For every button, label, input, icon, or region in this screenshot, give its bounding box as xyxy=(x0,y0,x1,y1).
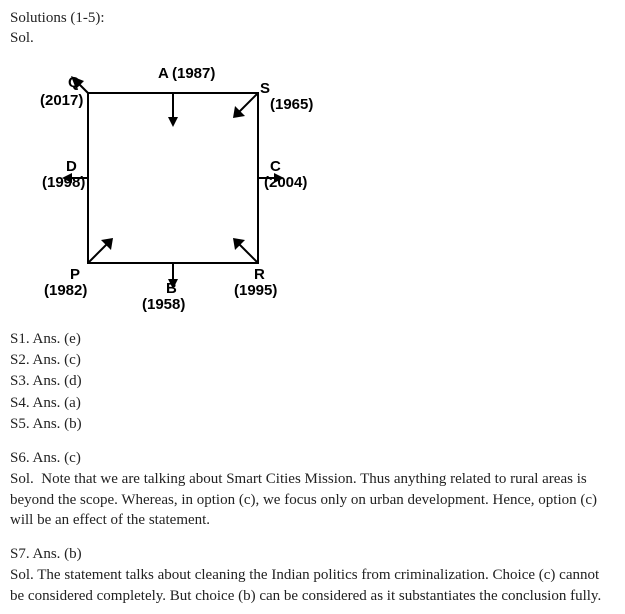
s6-sol-prefix: Sol. xyxy=(10,471,34,487)
year-q: (2017) xyxy=(40,92,83,109)
solution-s6: S6. Ans. (c) Sol. Note that we are talki… xyxy=(10,448,615,530)
answer-s5: S5. Ans. (b) xyxy=(10,414,615,434)
s7-sol-text: The statement talks about cleaning the I… xyxy=(10,567,601,603)
year-d: (1998) xyxy=(42,174,85,191)
label-c: C xyxy=(270,158,281,175)
year-s: (1965) xyxy=(270,96,313,113)
year-p: (1982) xyxy=(44,282,87,299)
year-b: (1958) xyxy=(142,296,185,313)
s7-sol-prefix: Sol. xyxy=(10,567,34,583)
label-s: S xyxy=(260,80,270,97)
arrowhead-a xyxy=(168,117,178,127)
seating-diagram: A (1987) S (1965) Q (2017) D (1998) C (2… xyxy=(38,53,615,321)
label-d: D xyxy=(66,158,77,175)
label-r: R xyxy=(254,266,265,283)
year-c: (2004) xyxy=(264,174,307,191)
diagram-svg: A (1987) S (1965) Q (2017) D (1998) C (2… xyxy=(38,53,328,315)
answer-s3: S3. Ans. (d) xyxy=(10,371,615,391)
s6-explanation: Sol. Note that we are talking about Smar… xyxy=(10,469,615,530)
label-q: Q xyxy=(68,74,80,91)
answer-s1: S1. Ans. (e) xyxy=(10,329,615,349)
answers-1-5: S1. Ans. (e) S2. Ans. (c) S3. Ans. (d) S… xyxy=(10,329,615,434)
label-p: P xyxy=(70,266,80,283)
s7-ans-line: S7. Ans. (b) xyxy=(10,544,615,564)
solution-s7: S7. Ans. (b) Sol. The statement talks ab… xyxy=(10,544,615,606)
s6-sol-text: Note that we are talking about Smart Cit… xyxy=(10,471,597,528)
year-r: (1995) xyxy=(234,282,277,299)
s7-explanation: Sol. The statement talks about cleaning … xyxy=(10,565,615,606)
answer-s2: S2. Ans. (c) xyxy=(10,350,615,370)
answer-s4: S4. Ans. (a) xyxy=(10,393,615,413)
header-sol-label: Sol. xyxy=(10,28,615,48)
year-a: (1987) xyxy=(172,65,215,82)
label-a: A xyxy=(158,65,169,82)
s6-ans-line: S6. Ans. (c) xyxy=(10,448,615,468)
header-solutions-range: Solutions (1-5): xyxy=(10,8,615,28)
label-b: B xyxy=(166,280,177,297)
